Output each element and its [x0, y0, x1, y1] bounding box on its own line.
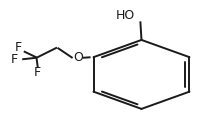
- Text: F: F: [34, 66, 41, 79]
- Text: F: F: [11, 53, 18, 66]
- Text: O: O: [73, 51, 83, 64]
- Text: HO: HO: [116, 9, 135, 22]
- Text: F: F: [15, 41, 22, 54]
